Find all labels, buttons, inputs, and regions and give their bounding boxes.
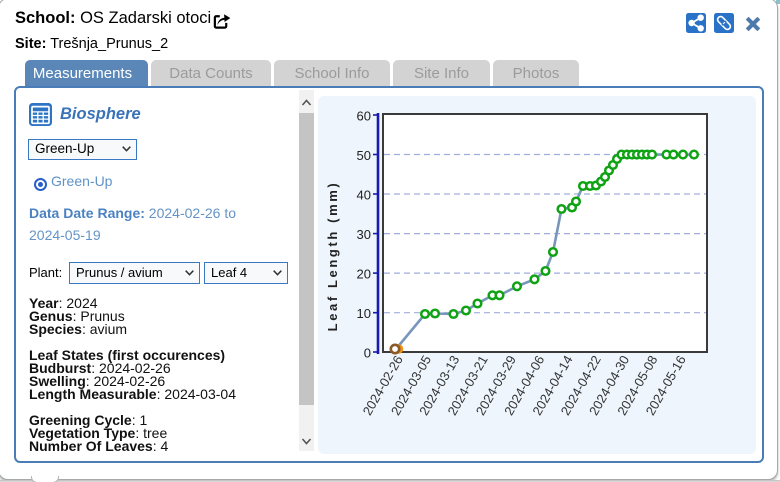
svg-text:60: 60 (357, 109, 371, 124)
svg-text:30: 30 (357, 227, 371, 242)
svg-text:40: 40 (357, 188, 371, 203)
svg-text:10: 10 (357, 306, 371, 321)
svg-text:20: 20 (357, 267, 371, 282)
svg-text:Leaf Length (mm): Leaf Length (mm) (325, 181, 340, 332)
svg-text:50: 50 (357, 148, 371, 163)
svg-text:0: 0 (364, 346, 371, 361)
